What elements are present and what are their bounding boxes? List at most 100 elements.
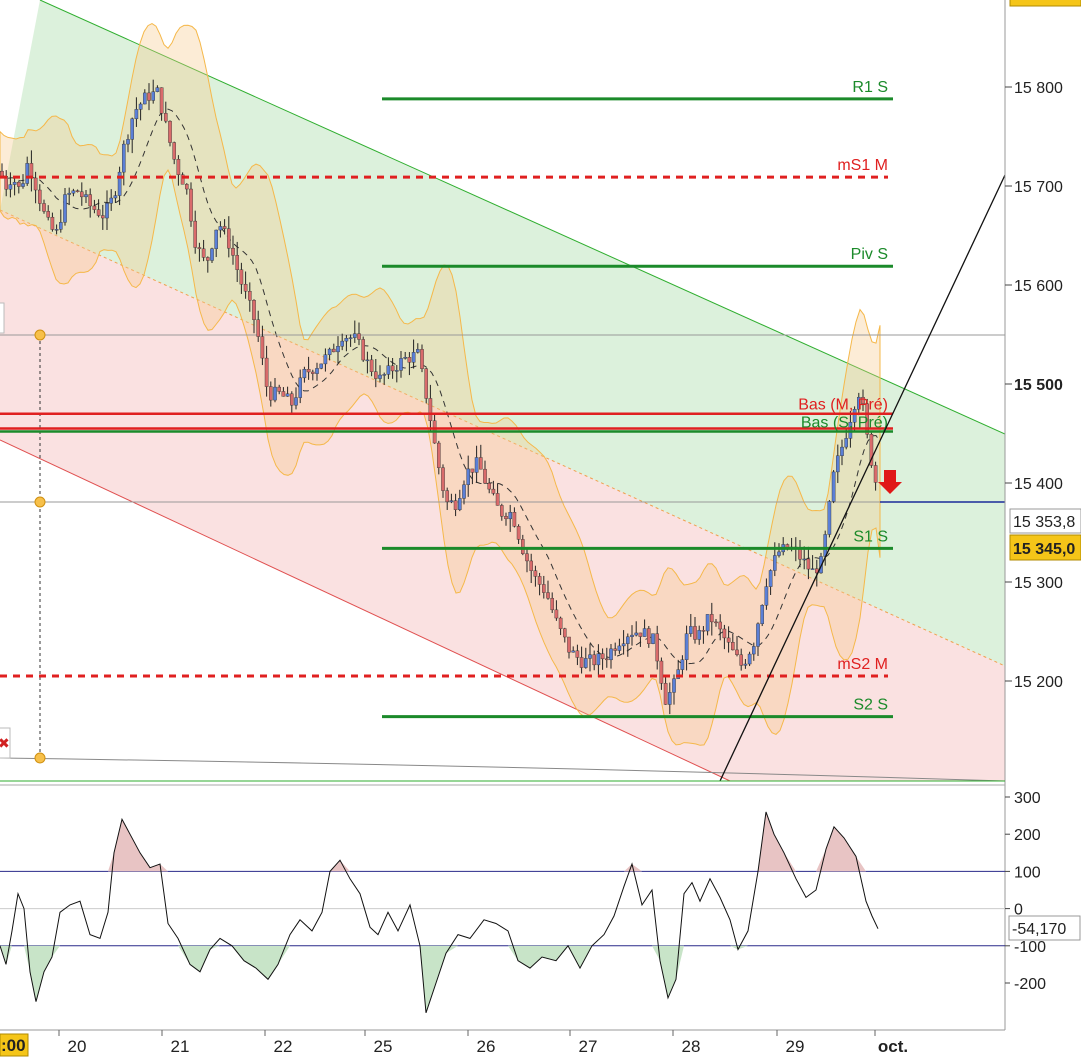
candle-body bbox=[353, 333, 357, 338]
candle-body bbox=[235, 255, 240, 270]
candle-body bbox=[810, 568, 815, 570]
price-tick-label: 15 800 bbox=[1014, 80, 1063, 97]
sell-arrow-icon bbox=[878, 470, 902, 494]
candle-body bbox=[684, 633, 689, 660]
candle-body bbox=[500, 505, 504, 517]
candle-body bbox=[306, 369, 311, 373]
candle-body bbox=[827, 501, 832, 535]
candle-body bbox=[411, 352, 416, 363]
candle-body bbox=[315, 368, 319, 374]
candle-body bbox=[12, 181, 17, 185]
candle-body bbox=[680, 659, 685, 670]
candle-body bbox=[861, 396, 865, 405]
candle-body bbox=[88, 194, 92, 207]
candle-body bbox=[626, 636, 630, 644]
date-tick-label: 29 bbox=[786, 1037, 805, 1056]
candle-body bbox=[399, 358, 403, 371]
marker-point-top[interactable] bbox=[34, 329, 46, 341]
candle-body bbox=[17, 181, 21, 187]
candle-body bbox=[201, 248, 206, 258]
candle-body bbox=[361, 339, 366, 361]
candle-body bbox=[676, 669, 680, 679]
candle-body bbox=[584, 658, 588, 668]
candle-body bbox=[130, 118, 135, 140]
candle-body bbox=[117, 171, 122, 196]
candle-body bbox=[33, 177, 38, 191]
candle-body bbox=[747, 653, 752, 665]
candle-body bbox=[840, 446, 844, 456]
candle-body bbox=[226, 228, 231, 249]
candle-body bbox=[0, 170, 4, 177]
candle-body bbox=[525, 553, 529, 562]
candle-body bbox=[8, 184, 13, 190]
cci-tick-label: 100 bbox=[1014, 864, 1041, 881]
candle-body bbox=[323, 354, 328, 365]
date-tick-label: 20 bbox=[68, 1037, 87, 1056]
candle-body bbox=[823, 534, 827, 557]
candle-body bbox=[445, 490, 450, 503]
price-tick-label: 15 200 bbox=[1014, 674, 1063, 691]
candle-body bbox=[382, 374, 387, 376]
candle-body bbox=[836, 455, 840, 473]
left-handle[interactable] bbox=[0, 302, 5, 334]
candle-body bbox=[617, 645, 622, 651]
candle-body bbox=[84, 194, 88, 198]
candle-body bbox=[184, 184, 189, 190]
candle-body bbox=[705, 614, 710, 632]
candle-body bbox=[395, 370, 399, 372]
level-label: Bas (S, Pré) bbox=[801, 415, 888, 432]
candle-body bbox=[176, 159, 181, 175]
candle-body bbox=[46, 211, 50, 218]
candle-body bbox=[369, 359, 374, 372]
candle-body bbox=[302, 369, 307, 379]
candle-body bbox=[424, 368, 429, 399]
candle-body bbox=[63, 194, 67, 223]
candle-body bbox=[214, 229, 219, 249]
candle-body bbox=[441, 467, 445, 491]
candle-body bbox=[428, 398, 433, 421]
close-icon[interactable]: ✖ bbox=[0, 727, 11, 759]
cci-tick-label: -200 bbox=[1014, 976, 1046, 993]
candle-body bbox=[726, 637, 731, 643]
secondary-price-label: 15 353,8 bbox=[1013, 514, 1075, 531]
candle-body bbox=[344, 338, 349, 342]
candle-body bbox=[647, 628, 651, 644]
candle-body bbox=[773, 555, 777, 571]
candle-body bbox=[357, 333, 361, 340]
candle-body bbox=[231, 247, 235, 256]
candle-body bbox=[239, 269, 244, 285]
channel-upper-line bbox=[39, 0, 1005, 435]
level-label: R1 S bbox=[852, 79, 888, 96]
candle-body bbox=[462, 484, 466, 499]
price-plot-area: R1 S mS1 M Piv S Bas (M, Pré)Bas (S, Pré) S1… bbox=[0, 0, 1005, 781]
candle-body bbox=[802, 558, 806, 561]
candle-body bbox=[290, 393, 294, 406]
candle-body bbox=[96, 209, 101, 216]
candle-body bbox=[210, 248, 214, 261]
candle-body bbox=[126, 139, 130, 145]
channel-middle-line bbox=[0, 209, 1005, 667]
candle-body bbox=[336, 346, 340, 353]
candle-body bbox=[579, 657, 584, 668]
marker-point-middle[interactable] bbox=[34, 496, 46, 508]
candle-body bbox=[470, 468, 475, 473]
level-label: S2 S bbox=[853, 697, 888, 714]
candle-body bbox=[630, 634, 634, 638]
current-price-label: 15 345,0 bbox=[1013, 541, 1075, 558]
candle-body bbox=[806, 558, 811, 570]
candle-body bbox=[516, 526, 521, 540]
trend-line[interactable] bbox=[719, 174, 1005, 781]
bollinger-band bbox=[0, 23, 881, 746]
price-tick-label: 15 300 bbox=[1014, 575, 1063, 592]
cci-axis: 300 200 100 0 -100 -200 bbox=[1005, 790, 1046, 993]
candle-body bbox=[21, 183, 25, 187]
candle-body bbox=[487, 482, 492, 490]
marker-point-bottom[interactable] bbox=[34, 752, 46, 764]
candle-body bbox=[247, 291, 252, 301]
cci-tick-label: 200 bbox=[1014, 827, 1041, 844]
candle-body bbox=[701, 630, 706, 632]
candle-body bbox=[722, 628, 727, 639]
candle-body bbox=[542, 584, 546, 593]
candle-body bbox=[50, 216, 55, 230]
secondary-price-tag: 15 353,8 bbox=[1009, 508, 1081, 534]
